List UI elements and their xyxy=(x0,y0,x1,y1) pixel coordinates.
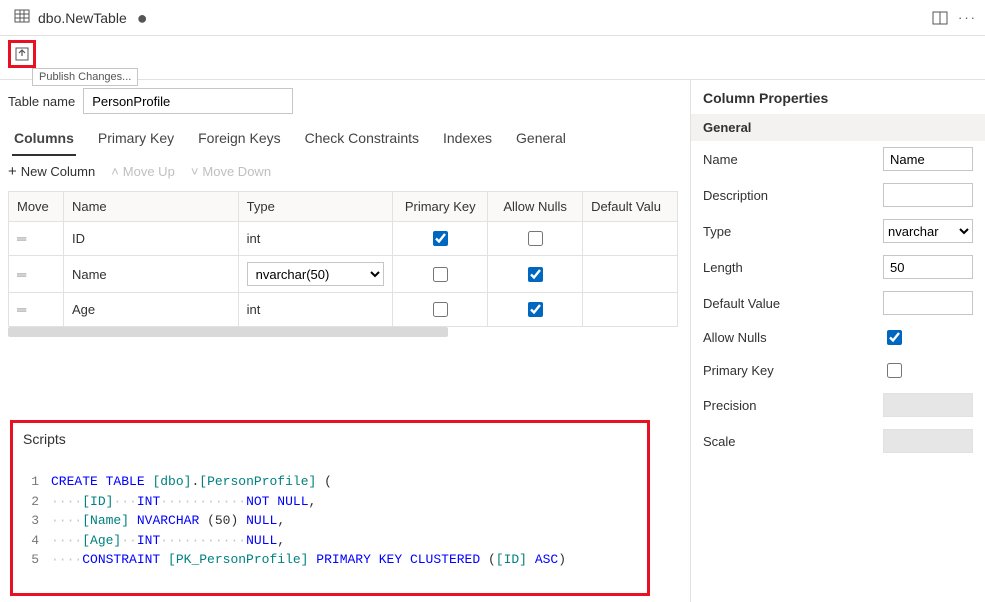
cell-name[interactable]: ID xyxy=(63,222,238,256)
prop-name-input[interactable] xyxy=(883,147,973,171)
cell-pk-checkbox[interactable] xyxy=(433,231,448,246)
table-name-label: Table name xyxy=(8,94,75,109)
col-header-name: Name xyxy=(63,192,238,222)
row-grip-icon[interactable]: ═ xyxy=(9,256,64,293)
new-column-button[interactable]: +New Column xyxy=(8,164,95,179)
col-header-nulls: Allow Nulls xyxy=(488,192,583,222)
prop-type-label: Type xyxy=(703,224,875,239)
table-name-input[interactable] xyxy=(83,88,293,114)
col-header-move: Move xyxy=(9,192,64,222)
scripts-title: Scripts xyxy=(19,427,641,453)
editor-title: dbo.NewTable xyxy=(38,10,127,26)
tab-general[interactable]: General xyxy=(514,126,568,156)
prop-scale-label: Scale xyxy=(703,434,875,449)
prop-scale-readonly xyxy=(883,429,973,453)
prop-type-select[interactable]: nvarchar xyxy=(883,219,973,243)
cell-default[interactable] xyxy=(583,222,678,256)
cell-pk-checkbox[interactable] xyxy=(433,267,448,282)
move-up-button[interactable]: ˄Move Up xyxy=(111,164,175,179)
cell-pk-checkbox[interactable] xyxy=(433,302,448,317)
horizontal-scrollbar[interactable] xyxy=(8,327,448,337)
toolbar: Publish Changes... xyxy=(0,36,985,80)
cell-name[interactable]: Name xyxy=(63,256,238,293)
cell-name[interactable]: Age xyxy=(63,293,238,327)
more-actions-icon[interactable]: ··· xyxy=(958,10,977,25)
prop-precision-readonly xyxy=(883,393,973,417)
dirty-indicator: ● xyxy=(137,9,148,27)
col-header-default: Default Valu xyxy=(583,192,678,222)
designer-tabs: Columns Primary Key Foreign Keys Check C… xyxy=(0,120,690,156)
prop-primary-key-label: Primary Key xyxy=(703,363,875,378)
cell-default[interactable] xyxy=(583,256,678,293)
type-select[interactable]: nvarchar(50) xyxy=(247,262,385,286)
properties-section-general: General xyxy=(691,114,985,141)
tab-check-constraints[interactable]: Check Constraints xyxy=(303,126,421,156)
col-header-type: Type xyxy=(238,192,393,222)
cell-nulls-checkbox[interactable] xyxy=(528,231,543,246)
tab-indexes[interactable]: Indexes xyxy=(441,126,494,156)
split-editor-icon[interactable] xyxy=(932,10,948,26)
tab-primary-key[interactable]: Primary Key xyxy=(96,126,176,156)
prop-default-label: Default Value xyxy=(703,296,875,311)
row-grip-icon[interactable]: ═ xyxy=(9,293,64,327)
cell-nulls-checkbox[interactable] xyxy=(528,302,543,317)
prop-primary-key-checkbox[interactable] xyxy=(887,363,902,378)
row-grip-icon[interactable]: ═ xyxy=(9,222,64,256)
tab-columns[interactable]: Columns xyxy=(12,126,76,156)
tab-foreign-keys[interactable]: Foreign Keys xyxy=(196,126,282,156)
table-row: ═ ID int xyxy=(9,222,678,256)
prop-precision-label: Precision xyxy=(703,398,875,413)
cell-type[interactable]: int xyxy=(238,222,393,256)
publish-button[interactable] xyxy=(8,40,36,68)
move-down-button[interactable]: ˅Move Down xyxy=(191,164,271,179)
cell-type[interactable]: int xyxy=(238,293,393,327)
cell-type[interactable]: nvarchar(50) xyxy=(238,256,393,293)
table-row: ═ Name nvarchar(50) xyxy=(9,256,678,293)
col-header-pk: Primary Key xyxy=(393,192,488,222)
editor-titlebar: dbo.NewTable ● ··· xyxy=(0,0,985,36)
prop-allow-nulls-checkbox[interactable] xyxy=(887,330,902,345)
prop-name-label: Name xyxy=(703,152,875,167)
prop-description-label: Description xyxy=(703,188,875,203)
prop-length-label: Length xyxy=(703,260,875,275)
table-row: ═ Age int xyxy=(9,293,678,327)
cell-nulls-checkbox[interactable] xyxy=(528,267,543,282)
scripts-code: 1CREATE TABLE [dbo].[PersonProfile] ( 2·… xyxy=(19,453,641,590)
cell-default[interactable] xyxy=(583,293,678,327)
prop-length-input[interactable] xyxy=(883,255,973,279)
prop-default-input[interactable] xyxy=(883,291,973,315)
properties-title: Column Properties xyxy=(691,80,985,114)
column-properties-panel: Column Properties General Name Descripti… xyxy=(690,80,985,602)
publish-tooltip: Publish Changes... xyxy=(32,68,138,86)
scripts-panel: Scripts 1CREATE TABLE [dbo].[PersonProfi… xyxy=(10,420,650,597)
table-icon xyxy=(14,8,30,27)
prop-description-input[interactable] xyxy=(883,183,973,207)
columns-grid: Move Name Type Primary Key Allow Nulls D… xyxy=(8,191,678,327)
prop-allow-nulls-label: Allow Nulls xyxy=(703,330,875,345)
